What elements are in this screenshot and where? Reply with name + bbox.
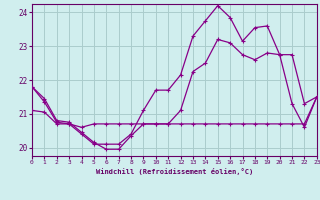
X-axis label: Windchill (Refroidissement éolien,°C): Windchill (Refroidissement éolien,°C)	[96, 168, 253, 175]
